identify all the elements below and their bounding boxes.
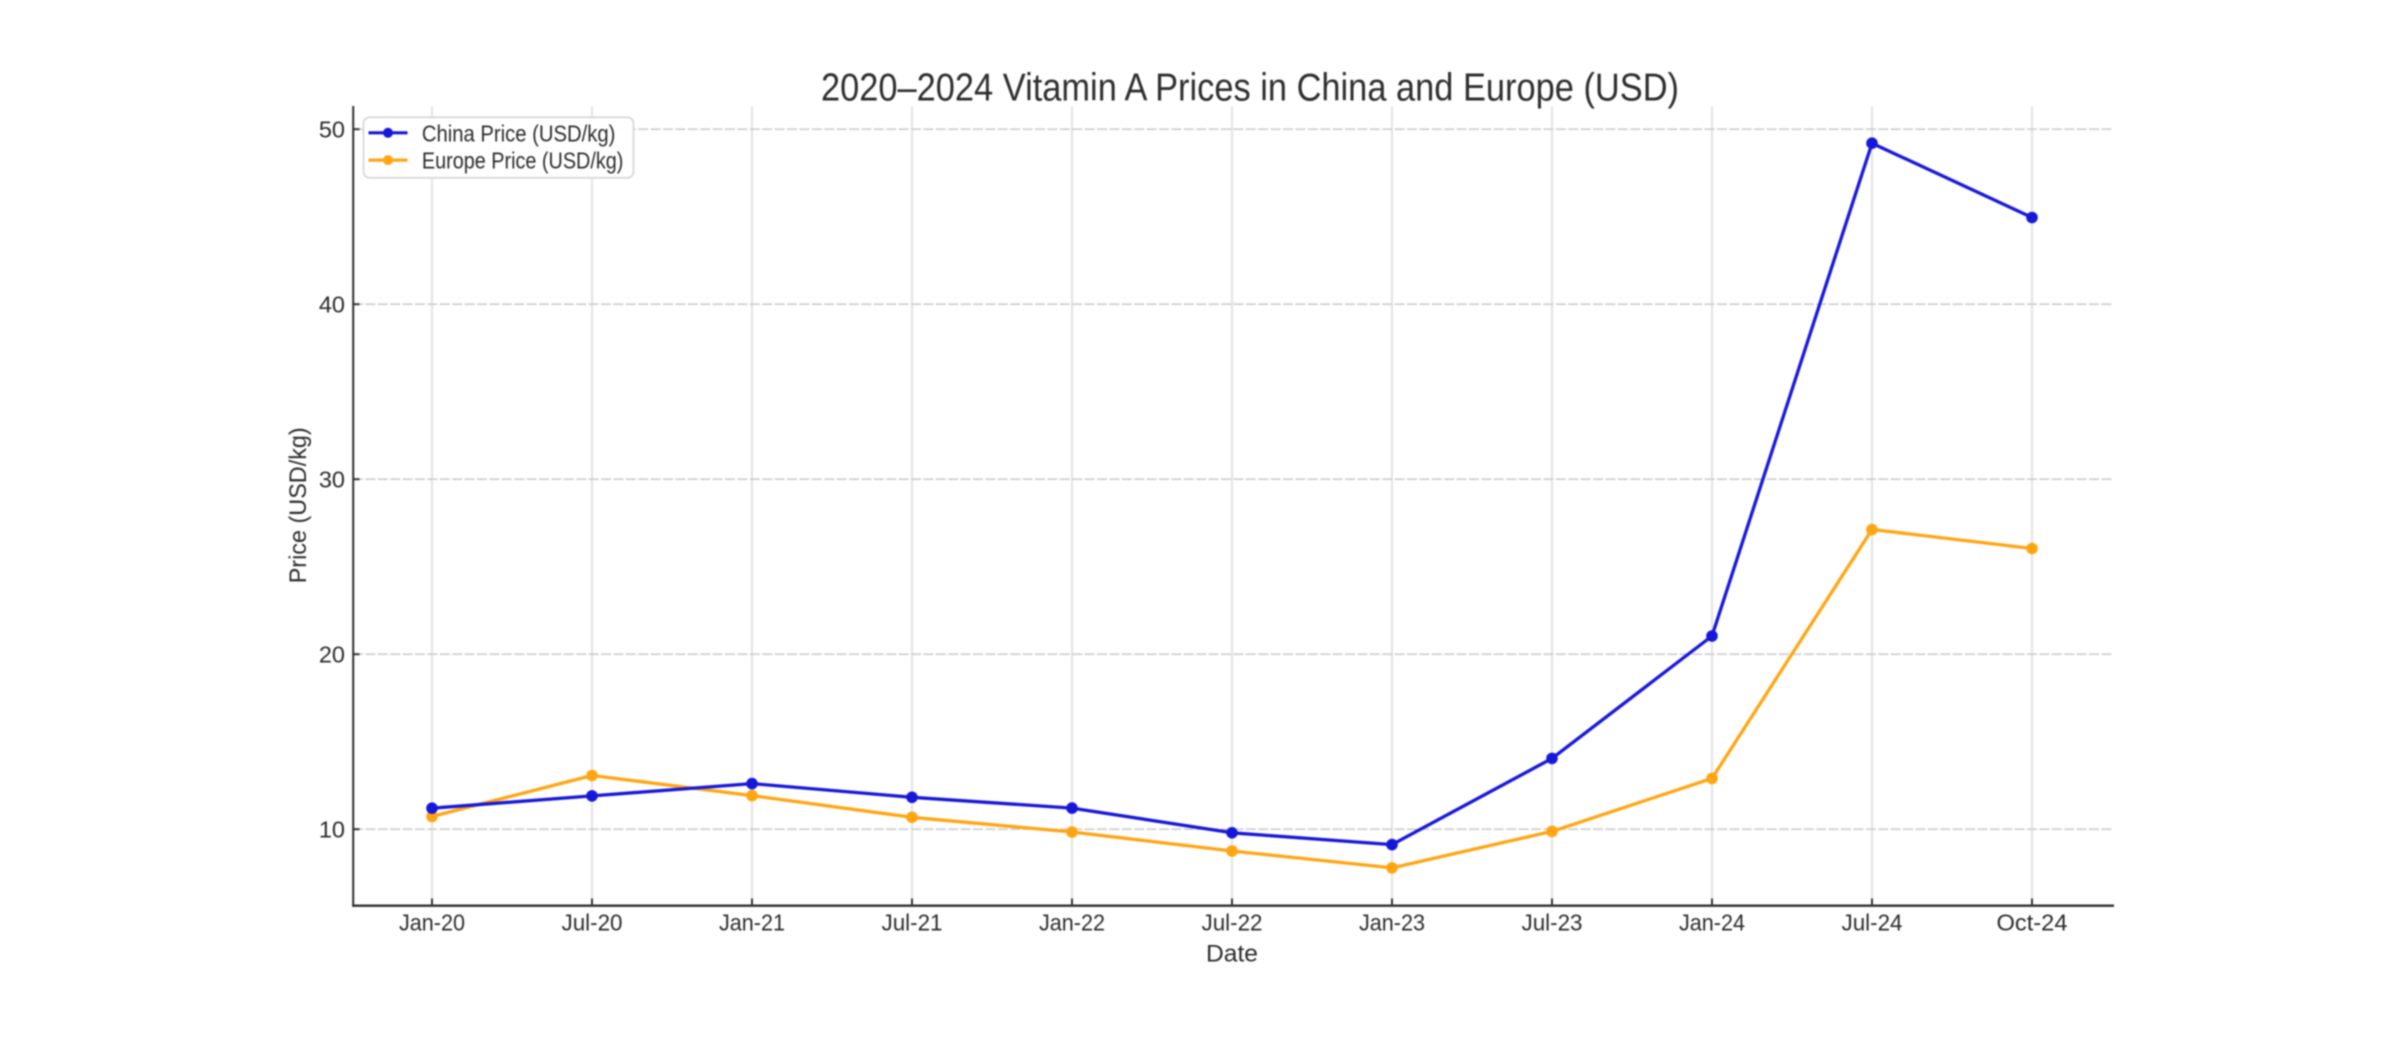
svg-text:40: 40 — [319, 291, 345, 317]
svg-text:Jul-24: Jul-24 — [1842, 910, 1903, 936]
svg-text:Price (USD/kg): Price (USD/kg) — [285, 427, 312, 583]
svg-text:China Price (USD/kg): China Price (USD/kg) — [422, 120, 616, 146]
svg-text:Jan-21: Jan-21 — [719, 910, 785, 936]
svg-text:Jan-20: Jan-20 — [399, 910, 465, 936]
svg-text:Jan-24: Jan-24 — [1679, 910, 1745, 936]
svg-text:Jul-20: Jul-20 — [562, 910, 623, 936]
svg-text:Jul-21: Jul-21 — [882, 910, 943, 936]
svg-text:10: 10 — [319, 816, 345, 842]
svg-text:50: 50 — [319, 116, 345, 142]
svg-text:2020–2024 Vitamin A Prices in: 2020–2024 Vitamin A Prices in China and … — [821, 67, 1679, 110]
svg-text:30: 30 — [319, 466, 345, 492]
svg-text:Jul-23: Jul-23 — [1522, 910, 1583, 936]
svg-text:Jan-23: Jan-23 — [1359, 910, 1425, 936]
svg-text:Europe Price (USD/kg): Europe Price (USD/kg) — [422, 148, 624, 174]
svg-text:Jul-22: Jul-22 — [1202, 910, 1263, 936]
svg-text:20: 20 — [319, 641, 345, 667]
svg-text:Oct-24: Oct-24 — [1997, 910, 2068, 936]
svg-text:Jan-22: Jan-22 — [1039, 910, 1105, 936]
svg-text:Date: Date — [1206, 941, 1258, 968]
